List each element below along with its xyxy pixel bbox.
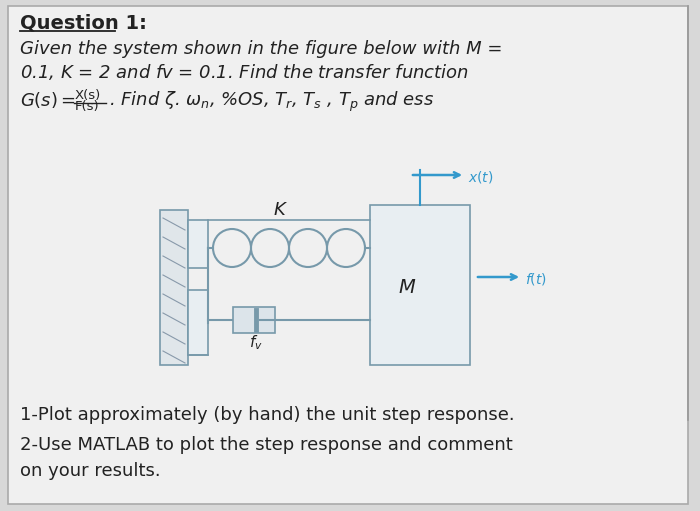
Text: 0.1, $K$ = 2 and $fv$ = 0.1. Find the transfer function: 0.1, $K$ = 2 and $fv$ = 0.1. Find the tr… (20, 62, 469, 82)
Text: $f(t)$: $f(t)$ (525, 270, 547, 287)
Bar (160, 210, 188, 365)
Text: M: M (398, 278, 415, 297)
Text: Given the system shown in the figure below with M =: Given the system shown in the figure bel… (20, 40, 503, 58)
Text: K: K (274, 201, 286, 219)
Text: X(s): X(s) (75, 89, 101, 102)
Text: 1-Plot approximately (by hand) the unit step response.: 1-Plot approximately (by hand) the unit … (20, 406, 514, 424)
Text: Question 1:: Question 1: (20, 13, 147, 32)
Bar (188, 220, 208, 268)
Text: F(s): F(s) (75, 100, 99, 113)
Text: $G(s) = $: $G(s) = $ (20, 90, 76, 110)
Bar (233, 307, 275, 333)
Text: 2-Use MATLAB to plot the step response and comment: 2-Use MATLAB to plot the step response a… (20, 436, 512, 454)
Text: $x(t)$: $x(t)$ (468, 169, 493, 184)
Text: $f_v$: $f_v$ (249, 333, 262, 352)
Text: on your results.: on your results. (20, 462, 160, 480)
Bar (370, 205, 470, 365)
Bar (188, 290, 208, 355)
Text: . Find $\zeta$. $\omega_n$, %OS, $T_r$, $T_s$ , $T_p$ and ess: . Find $\zeta$. $\omega_n$, %OS, $T_r$, … (109, 90, 434, 114)
